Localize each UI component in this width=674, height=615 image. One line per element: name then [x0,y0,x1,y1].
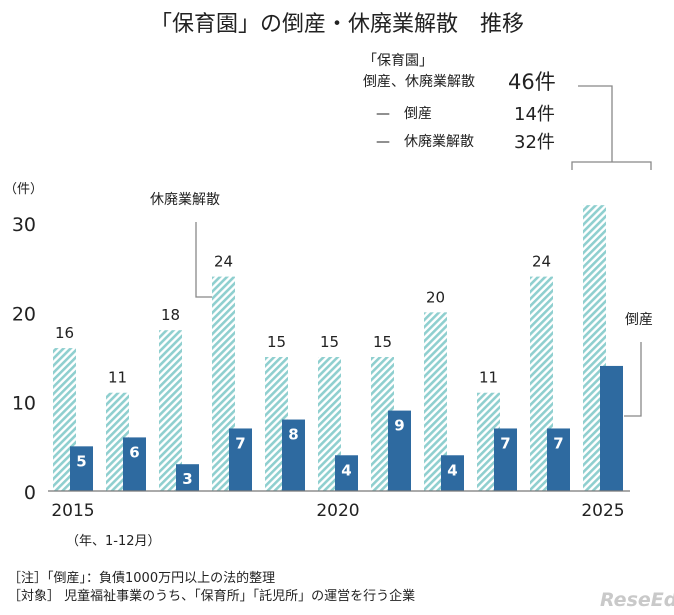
bankruptcy-bar [388,410,411,491]
bankruptcy-bar [547,428,570,491]
summary-closure-label: — 休廃業解散 [376,134,474,150]
closure-bar [424,312,447,491]
summary-bracket [571,161,652,170]
y-tick-label: 30 [12,214,36,236]
summary-heading-2: 倒産、休廃業解散 [363,74,475,90]
y-tick-label: 0 [24,482,36,504]
bankruptcy-value-label: 7 [235,434,245,452]
bankruptcy-bar [282,419,305,491]
bankruptcy-value-label: 5 [76,452,86,470]
bankruptcy-series-label: 倒産 [625,312,653,328]
summary-bankruptcy-label: — 倒産 [376,106,432,122]
bankruptcy-value-label: 8 [288,426,298,444]
bankruptcy-value-label: 7 [500,434,510,452]
x-axis-label: （年、1-12月） [66,534,161,549]
bankruptcy-bar [335,455,358,491]
summary-total: 46件 [508,70,556,94]
bankruptcy-value-label: 4 [447,461,457,479]
bankruptcy-bar [123,437,146,491]
closure-leader-line [195,222,212,298]
y-tick-label: 10 [12,393,36,415]
summary-closure-value: 32件 [514,132,555,153]
bankruptcy-bar [600,365,623,491]
closure-value-label: 24 [214,253,233,271]
closure-bar [159,330,182,491]
x-tick-label: 2020 [316,501,359,521]
y-axis-label: （件） [4,182,44,197]
bankruptcy-leader-line [624,342,642,417]
bankruptcy-bar [70,446,93,491]
closure-value-label: 18 [161,306,180,324]
watermark-logo: ReseEd [600,589,674,611]
closure-value-label: 11 [479,369,498,387]
bankruptcy-value-label: 9 [394,417,404,435]
closure-value-label: 15 [373,333,392,351]
bankruptcy-value-label: 3 [182,470,192,488]
closure-value-label: 15 [320,333,339,351]
summary-bankruptcy-value: 14件 [514,104,555,125]
bankruptcy-value-label: 6 [129,443,139,461]
closure-value-label: 20 [426,288,445,306]
bankruptcy-bar [441,455,464,491]
bankruptcy-value-label: 7 [553,434,563,452]
closure-value-label: 24 [532,253,551,271]
x-tick-label: 2015 [51,501,94,521]
closure-value-label: 16 [55,324,74,342]
bankruptcy-value-label: 4 [341,461,351,479]
closure-series-label: 休廃業解散 [150,192,220,208]
chart-title: 「保育園」の倒産・休廃業解散 推移 [149,12,524,37]
bankruptcy-bar [494,428,517,491]
summary-bracket-line [578,85,613,162]
note-definition: ［注］「倒産」：負債1000万円以上の法的整理 [8,571,276,586]
x-tick-label: 2025 [581,501,624,521]
closure-value-label: 11 [108,369,127,387]
y-tick-label: 20 [12,303,36,325]
bankruptcy-bar [176,464,199,491]
summary-heading-1: 「保育園」 [363,53,433,69]
bankruptcy-bar [229,428,252,491]
note-target: ［対象］ 児童福祉事業のうち、「保育所」「託児所」の運営を行う企業 [8,589,416,604]
closure-value-label: 15 [267,333,286,351]
